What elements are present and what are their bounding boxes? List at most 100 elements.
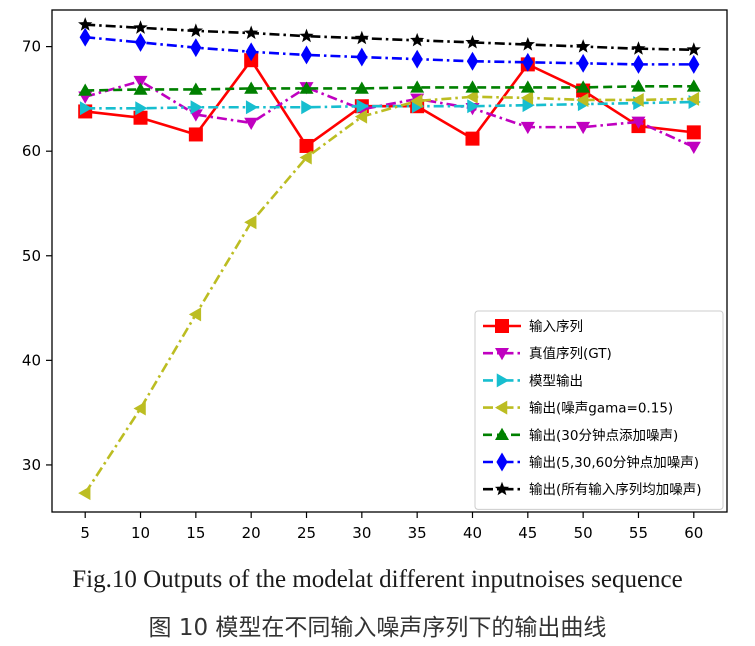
data-point	[134, 32, 147, 52]
data-point	[686, 79, 701, 92]
data-point	[356, 99, 369, 114]
data-point	[410, 32, 425, 47]
data-point	[465, 34, 480, 49]
legend-marker	[495, 347, 509, 361]
data-point	[686, 141, 701, 155]
legend-label: 模型输出	[529, 373, 583, 389]
x-tick-label: 50	[574, 524, 593, 542]
data-point	[135, 101, 148, 116]
legend-label: 输出(所有输入序列均加噪声)	[529, 482, 702, 498]
series-line	[84, 95, 694, 494]
series-line	[85, 35, 694, 66]
plot-area	[78, 17, 701, 501]
data-point	[410, 93, 423, 108]
data-point	[520, 80, 535, 93]
series-7	[78, 17, 701, 56]
legend-marker	[495, 400, 508, 415]
x-tick-label: 10	[131, 524, 150, 542]
data-point	[78, 17, 93, 31]
data-point	[465, 80, 480, 93]
figure-caption-english: Fig.10 Outputs of the modelat different …	[72, 566, 683, 593]
data-point	[299, 138, 314, 153]
data-point	[410, 80, 425, 93]
line-chart: 5 10 15 20 25 30 35 40 45 50 55 60 30 40 50 60 70 输入序列真值…	[22, 9, 728, 542]
x-tick-label: 45	[518, 524, 537, 542]
x-tick-label: 25	[297, 524, 316, 542]
data-point	[301, 100, 314, 115]
legend-label: 输出(5,30,60分钟点加噪声)	[529, 454, 699, 471]
data-point	[686, 42, 701, 56]
data-point	[354, 109, 368, 124]
data-point	[631, 92, 644, 107]
series-line	[85, 58, 694, 148]
x-tick-label: 15	[186, 524, 205, 542]
legend-entry-7: 输出(所有输入序列均加噪声)	[483, 481, 702, 498]
data-point	[411, 49, 423, 69]
data-point	[576, 39, 591, 53]
data-point	[520, 90, 534, 105]
y-tick-label: 50	[22, 247, 41, 265]
data-point	[686, 125, 701, 140]
data-point	[299, 81, 314, 94]
data-point	[133, 75, 148, 89]
data-point	[79, 101, 93, 116]
data-point	[188, 307, 202, 322]
y-tick-label: 40	[22, 351, 41, 369]
y-tick-label: 30	[22, 456, 41, 474]
data-point	[244, 81, 259, 94]
data-point	[188, 127, 203, 142]
legend-label: 输出(噪声gama=0.15)	[529, 401, 673, 417]
data-point	[245, 42, 257, 62]
data-point	[300, 45, 313, 65]
legend-entry-6: 输出(5,30,60分钟点加噪声)	[483, 452, 699, 472]
x-tick-label: 5	[80, 524, 90, 542]
data-point	[133, 401, 146, 416]
series-6	[79, 27, 700, 74]
data-point	[188, 82, 203, 95]
data-point	[465, 131, 480, 146]
data-point	[467, 99, 480, 114]
data-point	[190, 38, 202, 58]
data-point	[631, 116, 646, 129]
data-point	[299, 150, 312, 165]
series-line	[85, 85, 694, 92]
y-tick-label: 60	[22, 142, 41, 160]
legend-entry-5: 输出(30分钟点添加噪声)	[483, 427, 678, 444]
x-tick-label: 20	[242, 524, 261, 542]
data-point	[631, 41, 646, 55]
data-point	[188, 23, 203, 37]
data-point	[522, 52, 534, 72]
series-line	[85, 100, 694, 110]
data-point	[466, 51, 479, 71]
data-point	[354, 30, 369, 45]
legend-box	[474, 310, 724, 510]
legend-entry-2: 真值序列(GT)	[483, 346, 612, 362]
data-point	[356, 47, 368, 67]
x-tick-label: 40	[463, 524, 482, 542]
series-line	[84, 79, 695, 149]
data-point	[299, 28, 314, 43]
data-point	[244, 117, 259, 130]
legend-label: 输出(30分钟点添加噪声)	[529, 427, 678, 444]
legend-marker	[495, 427, 509, 441]
data-point	[133, 20, 148, 34]
x-tick-label: 55	[629, 524, 648, 542]
legend-marker	[496, 373, 509, 388]
y-tick-label: 70	[22, 38, 41, 56]
data-point	[576, 121, 591, 135]
data-point	[520, 121, 535, 135]
data-point	[79, 27, 91, 47]
data-point	[686, 91, 700, 106]
data-point	[245, 100, 259, 115]
data-point	[133, 82, 148, 95]
data-point	[354, 81, 369, 94]
data-point	[465, 89, 478, 104]
axes: 5 10 15 20 25 30 35 40 45 50 55 60 30 40 50 60 70	[22, 9, 728, 542]
x-tick-label: 30	[352, 524, 371, 542]
legend-marker	[494, 481, 510, 496]
data-point	[78, 83, 93, 96]
legend-entry-1: 输入序列	[483, 319, 583, 335]
data-point	[244, 215, 257, 230]
x-tick-label: 60	[684, 524, 703, 542]
data-point	[631, 79, 646, 92]
